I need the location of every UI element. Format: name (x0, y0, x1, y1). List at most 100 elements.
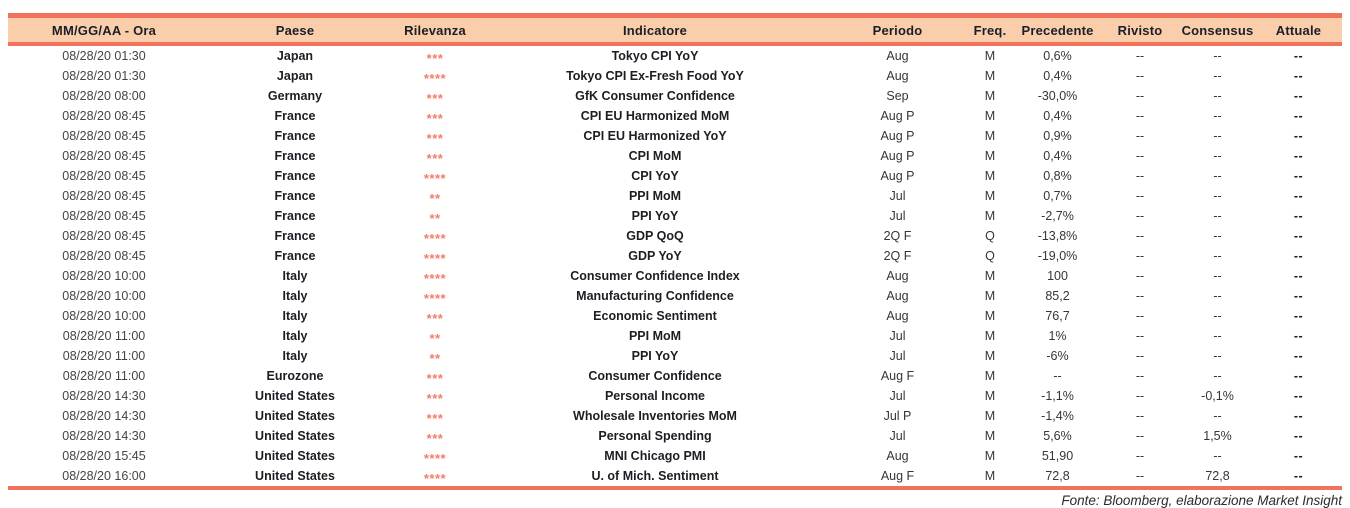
cell-datetime: 08/28/20 16:00 (62, 469, 146, 483)
cell-indicator: GDP YoY (628, 249, 682, 263)
cell-consensus: -- (1213, 289, 1222, 303)
cell-consensus: -- (1213, 409, 1222, 423)
cell-actual: -- (1293, 269, 1304, 283)
table-row: 08/28/20 08:45 France **** GDP YoY 2Q F Q -19,… (8, 246, 1342, 266)
cell-datetime: 08/28/20 08:45 (62, 109, 146, 123)
cell-indicator: Manufacturing Confidence (576, 289, 734, 303)
cell-revised: -- (1135, 289, 1145, 303)
cell-revised: -- (1135, 49, 1145, 63)
cell-consensus: -- (1213, 149, 1222, 163)
cell-datetime: 08/28/20 08:45 (62, 249, 146, 263)
cell-period: 2Q F (883, 229, 912, 243)
cell-consensus: 72,8 (1205, 469, 1230, 483)
table-row: 08/28/20 11:00 Italy ** PPI MoM Jul M 1% -- -- -- (8, 326, 1342, 346)
cell-datetime: 08/28/20 11:00 (62, 369, 146, 383)
table-row: 08/28/20 08:45 France *** CPI EU Harmonized… (8, 106, 1342, 126)
cell-actual: -- (1293, 329, 1304, 343)
cell-country: United States (255, 469, 335, 483)
cell-indicator: Personal Spending (598, 429, 712, 443)
cell-period: Aug (886, 49, 909, 63)
cell-previous: 0,6% (1043, 49, 1072, 63)
table-row: 08/28/20 08:45 France ** PPI MoM Jul M 0,7% -- -… (8, 186, 1342, 206)
cell-datetime: 08/28/20 14:30 (62, 389, 146, 403)
cell-indicator: MNI Chicago PMI (604, 449, 706, 463)
cell-country: Japan (276, 49, 314, 63)
cell-freq: M (984, 469, 996, 483)
table-row: 08/28/20 15:45 United States **** MNI Chica… (8, 446, 1342, 466)
cell-freq: M (984, 89, 996, 103)
cell-consensus: -- (1213, 89, 1222, 103)
cell-period: Aug (886, 289, 909, 303)
cell-period: Aug P (880, 149, 915, 163)
table-row: 08/28/20 08:45 France *** CPI MoM Aug P M 0,4%… (8, 146, 1342, 166)
cell-actual: -- (1293, 69, 1304, 83)
cell-indicator: GDP QoQ (626, 229, 684, 243)
cell-period: Aug F (880, 369, 915, 383)
cell-indicator: Consumer Confidence Index (570, 269, 740, 283)
table-row: 08/28/20 01:30 Japan *** Tokyo CPI YoY Aug M 0… (8, 46, 1342, 66)
cell-period: Aug (886, 449, 909, 463)
table-row: 08/28/20 10:00 Italy *** Economic Sentiment… (8, 306, 1342, 326)
cell-consensus: 1,5% (1203, 429, 1232, 443)
column-header-freq: Freq. (973, 22, 1007, 38)
cell-country: France (274, 209, 316, 223)
cell-relevance: **** (423, 171, 447, 184)
column-header-consensus: Consensus (1181, 22, 1254, 38)
cell-period: Aug P (880, 169, 915, 183)
cell-actual: -- (1293, 449, 1304, 463)
cell-country: United States (255, 389, 335, 403)
cell-country: Italy (282, 269, 308, 283)
cell-freq: M (984, 329, 996, 343)
column-header-previous: Precedente (1021, 22, 1094, 38)
cell-indicator: Consumer Confidence (588, 369, 722, 383)
cell-relevance: **** (423, 291, 447, 304)
column-header-relevance: Rilevanza (404, 22, 466, 38)
cell-previous: 0,7% (1043, 189, 1072, 203)
cell-relevance: **** (423, 471, 447, 484)
cell-datetime: 08/28/20 08:00 (62, 89, 146, 103)
cell-period: Jul (889, 189, 906, 203)
top-accent-line (8, 13, 1342, 18)
cell-actual: -- (1293, 249, 1304, 263)
cell-datetime: 08/28/20 14:30 (62, 429, 146, 443)
cell-country: France (274, 189, 316, 203)
cell-actual: -- (1293, 189, 1304, 203)
cell-relevance: *** (426, 311, 444, 324)
cell-consensus: -- (1213, 109, 1222, 123)
cell-datetime: 08/28/20 01:30 (62, 49, 146, 63)
cell-freq: M (984, 369, 996, 383)
column-header-country: Paese (275, 22, 315, 38)
cell-country: Italy (282, 329, 308, 343)
cell-indicator: CPI EU Harmonized YoY (583, 129, 727, 143)
cell-indicator: CPI EU Harmonized MoM (580, 109, 730, 123)
cell-consensus: -- (1213, 269, 1222, 283)
table-row: 08/28/20 08:45 France **** CPI YoY Aug P M 0,8… (8, 166, 1342, 186)
cell-revised: -- (1135, 229, 1145, 243)
cell-freq: M (984, 309, 996, 323)
cell-datetime: 08/28/20 08:45 (62, 229, 146, 243)
cell-relevance: *** (426, 391, 444, 404)
cell-period: Jul (889, 209, 906, 223)
cell-previous: 0,4% (1043, 149, 1072, 163)
cell-revised: -- (1135, 189, 1145, 203)
cell-actual: -- (1293, 89, 1304, 103)
cell-period: Aug P (880, 129, 915, 143)
cell-period: Aug P (880, 109, 915, 123)
cell-freq: M (984, 169, 996, 183)
cell-previous: -13,8% (1037, 229, 1078, 243)
cell-country: France (274, 229, 316, 243)
cell-actual: -- (1293, 109, 1304, 123)
table-row: 08/28/20 11:00 Italy ** PPI YoY Jul M -6% -- -- -… (8, 346, 1342, 366)
table-row: 08/28/20 11:00 Eurozone *** Consumer Confid… (8, 366, 1342, 386)
cell-country: United States (255, 429, 335, 443)
cell-consensus: -- (1213, 229, 1222, 243)
table-row: 08/28/20 10:00 Italy **** Consumer Confiden… (8, 266, 1342, 286)
table-row: 08/28/20 14:30 United States *** Wholesale … (8, 406, 1342, 426)
cell-country: France (274, 149, 316, 163)
cell-previous: 76,7 (1045, 309, 1070, 323)
cell-revised: -- (1135, 349, 1145, 363)
cell-freq: M (984, 429, 996, 443)
cell-consensus: -0,1% (1201, 389, 1234, 403)
cell-freq: M (984, 389, 996, 403)
cell-country: Japan (276, 69, 314, 83)
